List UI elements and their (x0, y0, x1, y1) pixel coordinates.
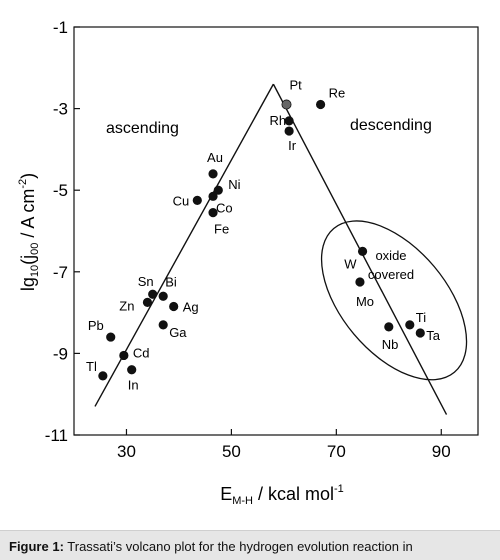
label-pb: Pb (88, 318, 104, 333)
point-sn (148, 289, 158, 299)
label-bi: Bi (165, 274, 177, 289)
label-nb: Nb (382, 337, 399, 352)
point-w (357, 246, 368, 256)
label-ga: Ga (169, 325, 187, 340)
point-ti (405, 320, 415, 330)
point-co (208, 191, 218, 201)
y-tick-label: -9 (53, 344, 68, 363)
label-w: W (344, 256, 357, 271)
label-cd: Cd (133, 345, 150, 360)
point-in (127, 365, 137, 375)
label-mo: Mo (356, 294, 374, 309)
figure-caption: Figure 1: Trassati’s volcano plot for th… (0, 530, 500, 560)
label-ta: Ta (426, 328, 441, 343)
label-in: In (128, 378, 139, 393)
point-ta (415, 328, 425, 338)
point-zn (142, 297, 153, 307)
y-tick-label: -7 (53, 263, 68, 282)
x-axis-label: EM-H / kcal mol-1 (220, 483, 344, 507)
label-zn: Zn (119, 298, 134, 313)
y-tick-label: -5 (53, 181, 68, 200)
data-points (98, 99, 425, 381)
point-ga (158, 320, 168, 330)
point-ni (213, 185, 223, 195)
label-au: Au (207, 150, 223, 165)
point-ag (169, 301, 179, 312)
label-cu: Cu (173, 193, 190, 208)
point-re (315, 99, 326, 110)
region-label-ascending: ascending (106, 120, 179, 137)
point-pb (106, 332, 116, 342)
x-tick-label: 50 (222, 442, 241, 461)
oxide-ellipse (320, 220, 468, 381)
y-axis-label: lg10(j00 / A cm-2) (17, 173, 41, 291)
label-fe: Fe (214, 222, 229, 237)
point-fe (208, 208, 218, 218)
point-bi (158, 291, 168, 301)
label-ag: Ag (183, 299, 199, 314)
point-cu (192, 195, 202, 205)
axis-ticks: 30 50 70 90 -1 -3 -5 -7 -9 -11 (45, 18, 451, 461)
x-tick-label: 70 (327, 442, 346, 461)
oxide-label-line2: covered (368, 267, 414, 282)
label-ir: Ir (288, 138, 297, 153)
caption-text: Trassati’s volcano plot for the hydrogen… (63, 539, 413, 554)
point-rh (284, 116, 294, 126)
x-tick-label: 30 (117, 442, 136, 461)
point-pt (281, 99, 292, 110)
label-co: Co (216, 200, 233, 215)
label-tl: Tl (86, 359, 97, 374)
y-tick-label: -11 (45, 426, 68, 445)
point-mo (355, 277, 365, 287)
label-rh: Rh (269, 113, 286, 128)
y-tick-label: -1 (53, 18, 68, 37)
point-au (208, 169, 218, 179)
label-sn: Sn (138, 274, 154, 289)
label-ni: Ni (228, 177, 240, 192)
y-tick-label: -3 (53, 100, 68, 119)
oxide-label-line1: oxide (375, 248, 406, 263)
label-re: Re (329, 86, 346, 101)
point-tl (98, 371, 108, 381)
point-ir (284, 126, 294, 136)
plot-frame (73, 26, 479, 436)
point-cd (119, 350, 129, 361)
x-tick-label: 90 (432, 442, 451, 461)
label-ti: Ti (416, 310, 426, 325)
oxide-region (320, 220, 468, 381)
region-label-descending: descending (350, 117, 432, 134)
caption-label: Figure 1: (9, 539, 64, 554)
point-nb (384, 322, 394, 332)
label-pt: Pt (289, 78, 302, 93)
